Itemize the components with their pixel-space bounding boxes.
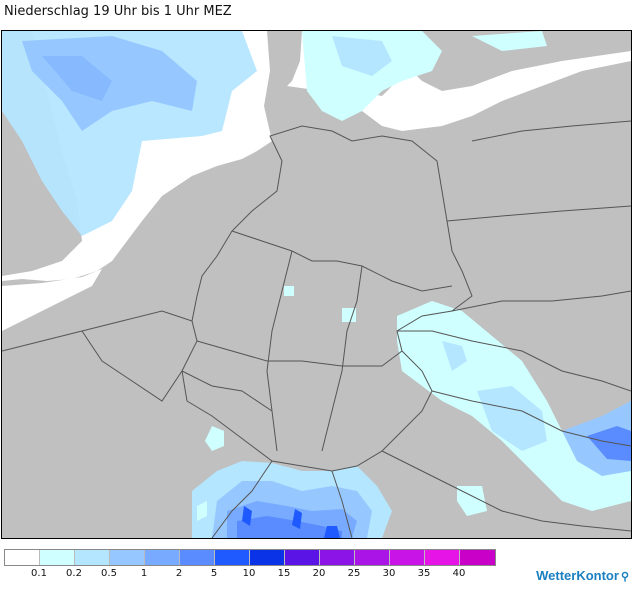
legend-label: 35 bbox=[417, 568, 431, 579]
legend-label: 20 bbox=[312, 568, 326, 579]
precipitation-legend bbox=[4, 549, 496, 566]
legend-swatch-12 bbox=[425, 550, 460, 565]
legend-swatch-6 bbox=[215, 550, 250, 565]
legend-labels: 0.1 0.2 0.5 1 2 5 10 15 20 25 30 35 40 bbox=[4, 568, 504, 582]
map-title: Niederschlag 19 Uhr bis 1 Uhr MEZ bbox=[4, 4, 232, 19]
legend-label: 40 bbox=[452, 568, 466, 579]
border-layer bbox=[2, 120, 631, 538]
legend-swatch-7 bbox=[250, 550, 285, 565]
legend-label: 25 bbox=[347, 568, 361, 579]
legend-label: 2 bbox=[175, 568, 183, 579]
logo-mark-icon: ⚲ bbox=[620, 571, 629, 583]
legend-swatch-3 bbox=[110, 550, 145, 565]
legend-swatch-2 bbox=[75, 550, 110, 565]
legend-label: 0.1 bbox=[31, 568, 47, 579]
precipitation-layer bbox=[2, 31, 631, 538]
legend-swatch-4 bbox=[145, 550, 180, 565]
legend-swatch-8 bbox=[285, 550, 320, 565]
legend-swatch-13 bbox=[460, 550, 495, 565]
legend-label: 15 bbox=[277, 568, 291, 579]
legend-swatch-10 bbox=[355, 550, 390, 565]
legend-label: 0.2 bbox=[66, 568, 82, 579]
wetterkontor-logo: WetterKontor ⚲ bbox=[536, 568, 629, 583]
legend-swatch-0 bbox=[5, 550, 40, 565]
legend-swatch-11 bbox=[390, 550, 425, 565]
legend-label: 30 bbox=[382, 568, 396, 579]
legend-label: 10 bbox=[242, 568, 256, 579]
precipitation-map[interactable] bbox=[1, 30, 632, 539]
brand-name: WetterKontor bbox=[536, 568, 619, 583]
legend-label: 5 bbox=[210, 568, 218, 579]
legend-label: 0.5 bbox=[101, 568, 117, 579]
legend-swatch-1 bbox=[40, 550, 75, 565]
legend-swatch-5 bbox=[180, 550, 215, 565]
legend-label: 1 bbox=[140, 568, 148, 579]
legend-swatch-9 bbox=[320, 550, 355, 565]
